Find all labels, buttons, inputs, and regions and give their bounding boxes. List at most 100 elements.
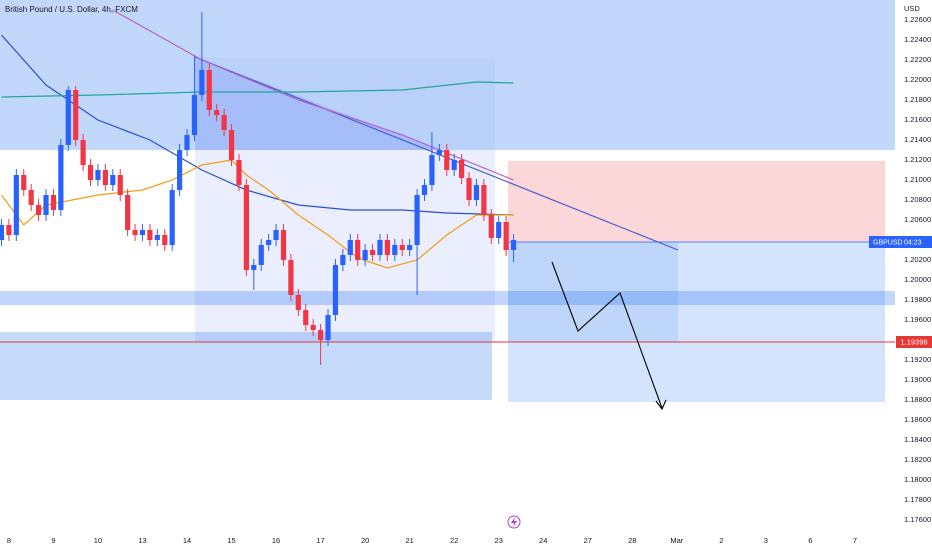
y-tick-label: 1.17800 — [904, 495, 931, 504]
candle-body — [125, 195, 131, 230]
x-tick-label: 6 — [808, 536, 812, 545]
y-tick-label: 1.21000 — [904, 175, 931, 184]
candle-body — [251, 265, 257, 270]
candle-body — [414, 195, 420, 245]
candle-body — [184, 135, 190, 150]
candle-body — [466, 178, 472, 200]
x-tick-label: 9 — [51, 536, 55, 545]
candle-body — [176, 150, 183, 190]
x-tick-label: 23 — [495, 536, 503, 545]
x-tick-label: 17 — [316, 536, 324, 545]
price-label-countdown: 04:23 — [904, 239, 922, 246]
support-zone — [0, 291, 895, 305]
candle-body — [421, 185, 428, 195]
candle-body — [407, 245, 413, 250]
moving-average — [1, 81, 514, 98]
candle-body — [310, 325, 316, 330]
candle-body — [317, 330, 324, 340]
candle-body — [377, 240, 383, 255]
y-tick-label: 1.22400 — [904, 35, 931, 44]
axis-unit: USD — [904, 4, 920, 13]
y-tick-label: 1.22200 — [904, 55, 931, 64]
y-tick-label: 1.19600 — [904, 315, 931, 324]
x-tick-label: 8 — [7, 536, 11, 545]
candle-body — [13, 175, 19, 235]
candle-body — [503, 222, 509, 250]
y-tick-label: 1.18200 — [904, 455, 931, 464]
candle-body — [273, 230, 279, 240]
drawings — [0, 0, 895, 411]
candle-body — [266, 240, 272, 245]
candle-body — [80, 140, 86, 165]
y-tick-label: 1.19000 — [904, 375, 931, 384]
x-tick-label: 13 — [138, 536, 146, 545]
candle-body — [206, 70, 212, 110]
y-tick-label: 1.20800 — [904, 195, 931, 204]
candle-body — [162, 235, 168, 245]
candle-body — [481, 185, 487, 215]
candle-body — [147, 230, 153, 240]
x-tick-label: 14 — [183, 536, 191, 545]
candle-body — [496, 222, 502, 238]
y-tick-label: 1.21800 — [904, 95, 931, 104]
candle-body — [295, 295, 301, 310]
candle-body — [199, 70, 205, 95]
x-tick-label: 16 — [272, 536, 280, 545]
candle-body — [35, 205, 42, 215]
candle-body — [221, 115, 227, 130]
candle-body — [87, 165, 94, 180]
candle-body — [139, 230, 146, 235]
candle-body — [510, 240, 517, 250]
candle-body — [444, 150, 450, 170]
candle-body — [288, 260, 294, 295]
target-zone-inner — [508, 242, 678, 342]
y-tick-label: 1.22600 — [904, 15, 931, 24]
y-tick-label: 1.18800 — [904, 395, 931, 404]
y-tick-label: 1.20000 — [904, 275, 931, 284]
candle-body — [347, 240, 353, 255]
trendline — [194, 56, 679, 251]
price-label-symbol: GBPUSD — [873, 239, 903, 246]
candle-body — [392, 245, 398, 255]
chart-title: British Pound / U.S. Dollar, 4h, FXCM — [5, 5, 138, 14]
candle-body — [303, 310, 309, 325]
range-zone-top — [195, 57, 495, 150]
y-tick-label: 1.21200 — [904, 155, 931, 164]
candle-body — [21, 175, 27, 190]
candle-body — [110, 175, 116, 185]
level-label-box — [896, 336, 932, 348]
candle-body — [132, 230, 138, 235]
y-tick-label: 1.18600 — [904, 415, 931, 424]
candle-body — [58, 145, 64, 210]
candle-body — [73, 90, 79, 140]
candle-body — [243, 185, 249, 270]
y-axis: 1.22600 1.22400 1.22200 1.22000 1.21800 1.216… — [904, 15, 931, 524]
x-tick-label: 3 — [764, 536, 768, 545]
candle-body — [258, 245, 264, 265]
x-tick-label: 10 — [94, 536, 102, 545]
series — [0, 9, 517, 365]
x-axis: 8 9 10 13 14 15 16 17 20 21 22 23 24 27 28 Mar 2 3 6 7 — [7, 536, 857, 545]
candle-body — [191, 95, 198, 135]
candle-body — [43, 195, 49, 215]
candle-body — [332, 265, 339, 315]
demand-zone — [0, 332, 492, 400]
y-tick-label: 1.20600 — [904, 215, 931, 224]
candle-body — [459, 160, 465, 178]
x-tick-label: 15 — [227, 536, 235, 545]
candle-body — [169, 190, 175, 245]
resistance-zone — [0, 0, 895, 150]
y-tick-label: 1.20200 — [904, 255, 931, 264]
price-label-box — [869, 236, 932, 248]
candle-body — [340, 255, 346, 265]
y-tick-label: 1.17600 — [904, 515, 931, 524]
target-zone — [508, 242, 885, 402]
x-tick-label: 24 — [539, 536, 547, 545]
moving-average — [1, 159, 514, 269]
x-tick-label: 2 — [719, 536, 723, 545]
candle-body — [429, 155, 435, 185]
candle-body — [362, 250, 368, 260]
candle-body — [50, 195, 57, 210]
